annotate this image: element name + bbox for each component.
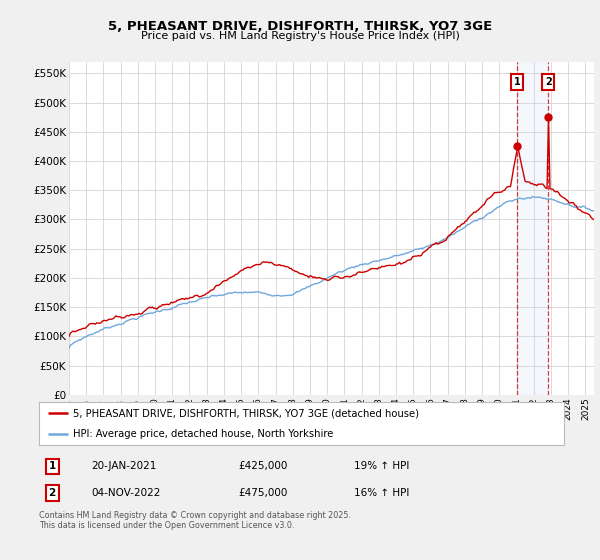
- Text: £425,000: £425,000: [239, 461, 288, 472]
- Text: 1: 1: [514, 77, 521, 87]
- Text: 2: 2: [49, 488, 56, 498]
- Text: 1: 1: [49, 461, 56, 472]
- Text: Contains HM Land Registry data © Crown copyright and database right 2025.
This d: Contains HM Land Registry data © Crown c…: [39, 511, 351, 530]
- Text: 19% ↑ HPI: 19% ↑ HPI: [354, 461, 409, 472]
- Text: 5, PHEASANT DRIVE, DISHFORTH, THIRSK, YO7 3GE: 5, PHEASANT DRIVE, DISHFORTH, THIRSK, YO…: [108, 20, 492, 32]
- Text: 5, PHEASANT DRIVE, DISHFORTH, THIRSK, YO7 3GE (detached house): 5, PHEASANT DRIVE, DISHFORTH, THIRSK, YO…: [73, 408, 419, 418]
- Text: 2: 2: [545, 77, 551, 87]
- Text: 04-NOV-2022: 04-NOV-2022: [91, 488, 161, 498]
- Text: 16% ↑ HPI: 16% ↑ HPI: [354, 488, 409, 498]
- Text: £475,000: £475,000: [239, 488, 288, 498]
- Text: Price paid vs. HM Land Registry's House Price Index (HPI): Price paid vs. HM Land Registry's House …: [140, 31, 460, 41]
- Text: HPI: Average price, detached house, North Yorkshire: HPI: Average price, detached house, Nort…: [73, 430, 334, 439]
- Text: 20-JAN-2021: 20-JAN-2021: [91, 461, 157, 472]
- Bar: [517, 62, 548, 395]
